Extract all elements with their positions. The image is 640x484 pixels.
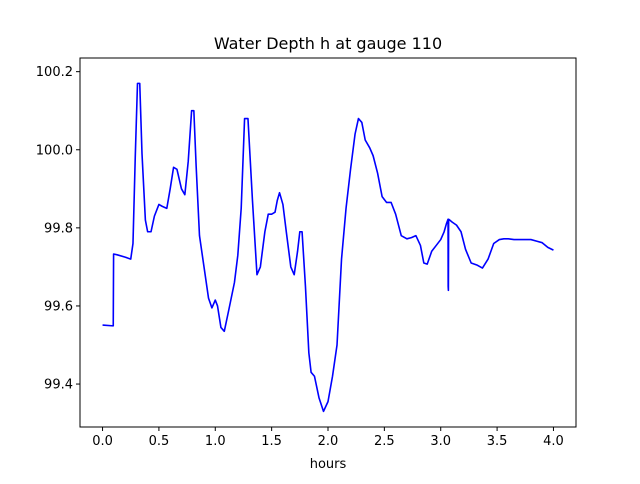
- chart-title: Water Depth h at gauge 110: [214, 34, 442, 53]
- y-tick-label: 100.0: [36, 143, 73, 158]
- y-axis-ticks: 99.4 99.6 99.8 100.0 100.2: [36, 65, 80, 393]
- x-tick-label: 0.0: [92, 434, 113, 449]
- x-tick-label: 0.5: [149, 434, 170, 449]
- x-axis-label: hours: [310, 457, 347, 472]
- x-tick-label: 2.0: [318, 434, 339, 449]
- plot-frame: [79, 57, 577, 428]
- x-tick-label: 3.0: [430, 434, 451, 449]
- y-tick-label: 99.4: [44, 378, 73, 393]
- x-axis-ticks: 0.0 0.5 1.0 1.5 2.0 2.5 3.0 3.5 4.0: [92, 427, 564, 449]
- y-tick-label: 99.6: [44, 299, 73, 314]
- x-tick-label: 1.0: [205, 434, 226, 449]
- series-line: [102, 82, 554, 413]
- y-tick-label: 100.2: [36, 65, 73, 80]
- x-tick-label: 2.5: [374, 434, 395, 449]
- x-tick-label: 1.5: [261, 434, 282, 449]
- y-tick-label: 99.8: [44, 221, 73, 236]
- plot-area: [102, 82, 554, 413]
- x-tick-label: 3.5: [487, 434, 508, 449]
- x-tick-label: 4.0: [543, 434, 564, 449]
